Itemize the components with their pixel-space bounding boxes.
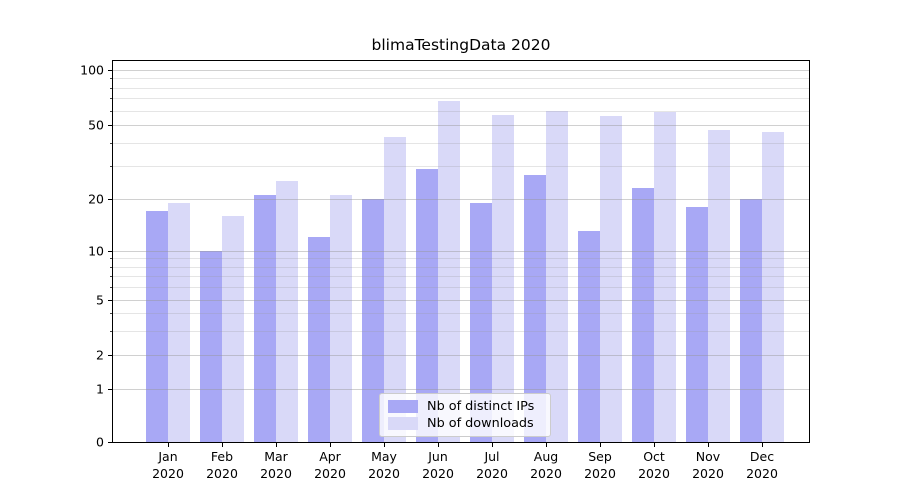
y-tick-mark <box>108 70 112 71</box>
y-minor-tick-mark <box>110 87 112 89</box>
y-tick-mark <box>108 355 112 356</box>
bar-distinct-ips-aug <box>524 174 546 443</box>
major-gridline <box>112 199 810 200</box>
legend: Nb of distinct IPs Nb of downloads <box>379 393 551 437</box>
y-minor-tick-mark <box>110 266 112 268</box>
y-tick-mark <box>108 389 112 390</box>
x-tick-mark <box>546 443 547 447</box>
bar-distinct-ips-nov <box>686 206 708 443</box>
minor-gridline <box>112 143 810 145</box>
legend-item-downloads: Nb of downloads <box>388 416 542 431</box>
x-tick-label: Jan 2020 <box>152 449 184 481</box>
legend-swatch-distinct-ips <box>388 399 418 413</box>
y-minor-tick-mark <box>110 143 112 145</box>
bar-downloads-dec <box>762 131 784 443</box>
legend-label-downloads: Nb of downloads <box>427 416 534 432</box>
x-tick-mark <box>168 443 169 447</box>
y-minor-tick-mark <box>110 110 112 112</box>
x-tick-label: Mar 2020 <box>260 449 292 481</box>
plot-area <box>112 60 810 443</box>
y-tick-label: 10 <box>88 243 104 259</box>
bar-distinct-ips-oct <box>632 187 654 443</box>
y-minor-tick-mark <box>110 287 112 289</box>
bar-downloads-jan <box>168 202 190 443</box>
x-tick-label: Sep 2020 <box>584 449 616 481</box>
y-minor-tick-mark <box>110 330 112 332</box>
y-tick-label: 0 <box>96 434 104 450</box>
x-tick-mark <box>276 443 277 447</box>
y-tick-label: 50 <box>88 117 104 133</box>
bar-distinct-ips-feb <box>200 251 222 443</box>
bar-downloads-jun <box>438 100 460 443</box>
x-tick-label: Jul 2020 <box>476 449 508 481</box>
y-tick-label: 100 <box>80 62 104 78</box>
x-tick-label: Dec 2020 <box>746 449 778 481</box>
x-tick-label: Aug 2020 <box>530 449 562 481</box>
x-tick-label: Feb 2020 <box>206 449 238 481</box>
bar-downloads-may <box>384 137 406 443</box>
y-minor-tick-mark <box>110 276 112 278</box>
x-tick-mark <box>438 443 439 447</box>
x-tick-label: Apr 2020 <box>314 449 346 481</box>
y-tick-mark <box>108 251 112 252</box>
y-tick-mark <box>108 125 112 126</box>
legend-label-distinct-ips: Nb of distinct IPs <box>427 398 535 414</box>
bar-distinct-ips-apr <box>308 237 330 443</box>
x-tick-mark <box>384 443 385 447</box>
x-tick-mark <box>330 443 331 447</box>
x-tick-label: May 2020 <box>368 449 400 481</box>
minor-gridline <box>112 110 810 112</box>
bar-downloads-jul <box>492 114 514 443</box>
x-tick-mark <box>492 443 493 447</box>
y-tick-mark <box>108 300 112 301</box>
x-tick-label: Nov 2020 <box>692 449 724 481</box>
bar-distinct-ips-may <box>362 199 384 443</box>
x-tick-label: Oct 2020 <box>638 449 670 481</box>
bar-downloads-apr <box>330 195 352 443</box>
y-minor-tick-mark <box>110 258 112 260</box>
bar-downloads-nov <box>708 129 730 443</box>
legend-swatch-downloads <box>388 417 418 431</box>
y-minor-tick-mark <box>110 313 112 315</box>
minor-gridline <box>112 98 810 100</box>
major-gridline <box>112 70 810 71</box>
y-tick-label: 5 <box>96 292 104 308</box>
y-tick-label: 20 <box>88 191 104 207</box>
y-tick-mark <box>108 199 112 200</box>
bar-downloads-mar <box>276 180 298 443</box>
y-minor-tick-mark <box>110 98 112 100</box>
bar-distinct-ips-jan <box>146 211 168 443</box>
x-tick-mark <box>600 443 601 447</box>
minor-gridline <box>112 166 810 168</box>
bar-distinct-ips-jul <box>470 202 492 443</box>
y-tick-label: 2 <box>96 347 104 363</box>
x-tick-mark <box>762 443 763 447</box>
bar-downloads-aug <box>546 110 568 443</box>
major-gridline <box>112 125 810 126</box>
x-tick-mark <box>708 443 709 447</box>
minor-gridline <box>112 87 810 89</box>
minor-gridline <box>112 78 810 80</box>
y-minor-tick-mark <box>110 166 112 168</box>
bar-distinct-ips-jun <box>416 168 438 443</box>
bar-downloads-sep <box>600 116 622 443</box>
y-tick-mark <box>108 442 112 443</box>
x-tick-mark <box>654 443 655 447</box>
y-minor-tick-mark <box>110 78 112 80</box>
bar-downloads-feb <box>222 215 244 443</box>
x-tick-mark <box>222 443 223 447</box>
bar-distinct-ips-dec <box>740 199 762 443</box>
chart-title: blimaTestingData 2020 <box>371 36 551 54</box>
bar-downloads-oct <box>654 111 676 443</box>
bar-distinct-ips-mar <box>254 195 276 443</box>
legend-item-distinct-ips: Nb of distinct IPs <box>388 399 542 414</box>
x-tick-label: Jun 2020 <box>422 449 454 481</box>
y-tick-label: 1 <box>96 381 104 397</box>
bar-distinct-ips-sep <box>578 231 600 443</box>
